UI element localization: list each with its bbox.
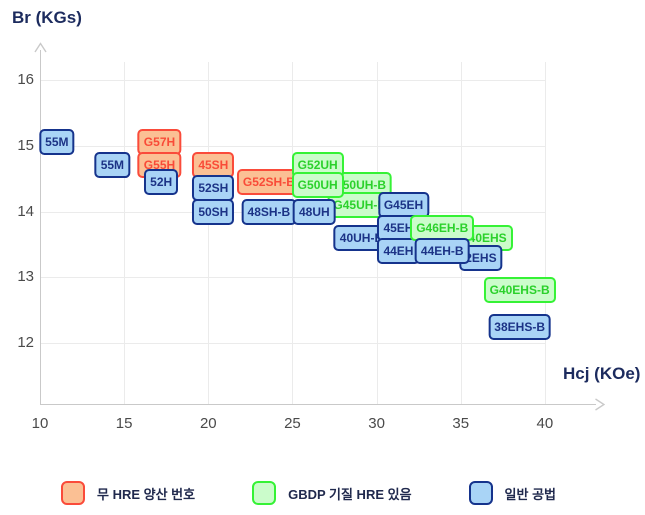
x-tick-label: 10 [31, 415, 49, 432]
data-point-box: 38EHS-B [488, 313, 551, 340]
legend: 무 HRE 양산 번호 GBDP 기질 HRE 있음 일반 공법 [0, 481, 645, 505]
x-tick-label: 30 [368, 415, 385, 432]
data-point-box: 55M [39, 129, 75, 156]
gridline-vertical [208, 62, 210, 404]
data-point-box: 44EH [377, 237, 420, 264]
y-tick-label: 13 [17, 268, 34, 286]
data-point-box: G46EH-B [410, 214, 475, 241]
y-tick-label: 16 [17, 71, 34, 88]
data-point-box: G50UH [291, 172, 344, 199]
data-point-box: 55M [94, 152, 131, 179]
data-point-box: G52SH-B [236, 168, 301, 195]
legend-label-orange: 무 HRE 양산 번호 [97, 486, 196, 502]
data-point-box: 48UH [292, 198, 336, 225]
data-point-box: G57H [137, 129, 182, 156]
legend-item-blue[interactable]: 일반 공법 [468, 481, 556, 505]
gridline-vertical [124, 62, 126, 404]
data-point-box: 52SH [192, 175, 235, 202]
legend-item-green[interactable]: GBDP 기질 HRE 있음 [252, 481, 412, 505]
y-axis-arrow-icon [34, 42, 47, 53]
data-point-box: 52H [144, 168, 179, 195]
x-axis-title: Hcj (KOe) [563, 364, 641, 383]
legend-label-green: GBDP 기질 HRE 있음 [288, 486, 412, 502]
data-point-box: G45EH [377, 191, 430, 218]
gridline-vertical [544, 62, 546, 404]
data-point-box: 45SH [192, 152, 235, 179]
x-tick-label: 15 [115, 415, 133, 432]
x-axis-line [40, 404, 596, 405]
legend-label-blue: 일반 공법 [504, 486, 556, 502]
legend-swatch-orange [61, 481, 85, 505]
legend-item-orange[interactable]: 무 HRE 양산 번호 [61, 481, 195, 505]
data-point-box: 48SH-B [241, 198, 297, 225]
gridline-vertical [292, 62, 294, 404]
data-point-box: 2EHS [459, 244, 503, 271]
x-tick-label: 20 [199, 415, 217, 432]
data-point-box: 44EH-B [414, 237, 470, 264]
x-tick-label: 35 [452, 415, 470, 432]
x-axis-arrow-icon [595, 398, 605, 411]
x-tick-label: 40 [536, 415, 554, 432]
y-tick-label: 15 [17, 136, 34, 154]
x-tick-label: 25 [284, 415, 301, 432]
legend-swatch-blue [468, 481, 493, 505]
y-axis-line [40, 50, 41, 404]
data-point-box: G40EHS-B [483, 277, 556, 304]
legend-swatch-green [252, 481, 277, 505]
data-point-box: 50SH [192, 198, 235, 225]
y-tick-label: 14 [17, 202, 34, 220]
y-axis-title: Br (KGs) [12, 8, 82, 27]
y-tick-label: 12 [17, 334, 34, 351]
